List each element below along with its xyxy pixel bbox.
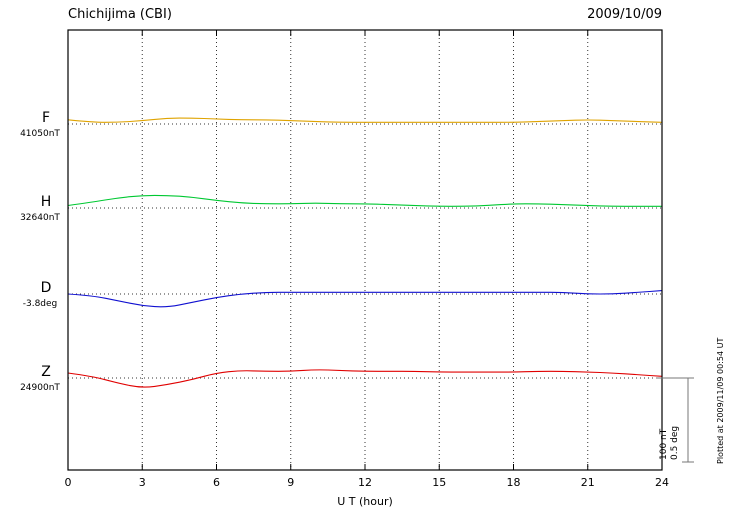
x-tick-label: 12 (358, 476, 372, 489)
x-tick-label: 21 (581, 476, 595, 489)
date-label: 2009/10/09 (587, 7, 662, 22)
tick-layer: 0 3 6 9 12 15 18 21 24 (65, 30, 669, 489)
series-label-f: F (42, 110, 50, 126)
scale-bar: 100 nT 0.5 deg (656, 377, 694, 463)
scale-nt-label: 100 nT (659, 428, 669, 460)
x-tick-label: 3 (139, 476, 146, 489)
x-tick-label: 9 (287, 476, 294, 489)
x-tick-label: 0 (65, 476, 72, 489)
plotted-at-label: Plotted at 2009/11/09 00:54 UT (716, 338, 725, 464)
scale-deg-label: 0.5 deg (670, 426, 680, 460)
series-baseline-h: 32640nT (20, 213, 60, 223)
page-title: Chichijima (CBI) (68, 7, 172, 22)
trace-H (67, 194, 662, 207)
x-tick-label: 24 (655, 476, 669, 489)
x-tick-label: 15 (432, 476, 446, 489)
series-label-d: D (41, 280, 52, 296)
x-tick-label: 18 (507, 476, 521, 489)
series-baseline-d: -3.8deg (23, 299, 58, 309)
series-baseline-z: 24900nT (20, 383, 60, 393)
series-label-h: H (41, 194, 52, 210)
grid-layer (68, 30, 662, 470)
x-tick-label: 6 (213, 476, 220, 489)
x-axis-label: U T (hour) (337, 495, 393, 508)
trace-D (67, 290, 663, 308)
series-baseline-f: 41050nT (20, 129, 60, 139)
trace-F (67, 117, 663, 123)
series-label-z: Z (41, 364, 51, 380)
trace-Z (67, 369, 663, 388)
trace-layer (67, 117, 663, 388)
